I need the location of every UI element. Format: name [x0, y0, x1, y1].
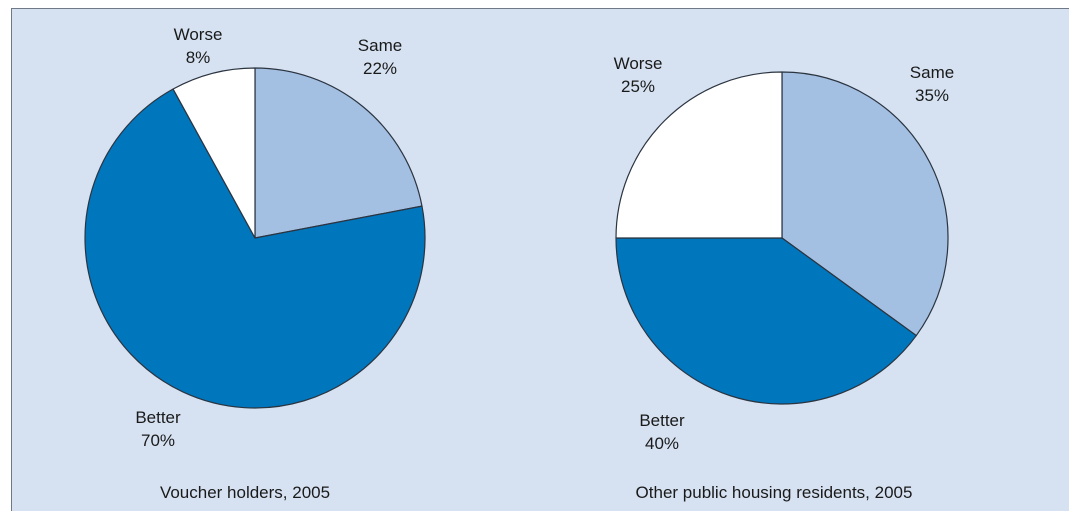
pie1-label-same: Same: [910, 63, 954, 82]
pie-voucher-holders: [84, 67, 426, 409]
pie1-slice-worse: [615, 71, 783, 239]
pie0-label-better: Better: [135, 408, 181, 427]
pie0-value-worse: 8%: [186, 48, 211, 67]
pie0-slice-same: [254, 67, 423, 239]
pie0-slice-worse: [172, 67, 256, 239]
pie-other-public-housing: [615, 71, 949, 405]
chart-figure: Same 22% Worse 8% Better 70% Same 35% Wo…: [11, 8, 1069, 511]
pie0-slice-better: [84, 88, 426, 409]
pie1-slice-better: [615, 237, 917, 405]
pie1-caption: Other public housing residents, 2005: [636, 483, 913, 502]
chart-canvas: Same 22% Worse 8% Better 70% Same 35% Wo…: [84, 25, 954, 502]
pie0-value-same: 22%: [363, 59, 397, 78]
pie1-label-worse: Worse: [614, 54, 663, 73]
pie1-slice-same: [781, 71, 949, 337]
pie1-value-better: 40%: [645, 434, 679, 453]
pie1-value-same: 35%: [915, 86, 949, 105]
pie0-caption: Voucher holders, 2005: [160, 483, 330, 502]
pie1-value-worse: 25%: [621, 77, 655, 96]
pie0-label-same: Same: [358, 36, 402, 55]
pie0-label-worse: Worse: [174, 25, 223, 44]
pie1-label-better: Better: [639, 411, 685, 430]
pie0-value-better: 70%: [141, 431, 175, 450]
